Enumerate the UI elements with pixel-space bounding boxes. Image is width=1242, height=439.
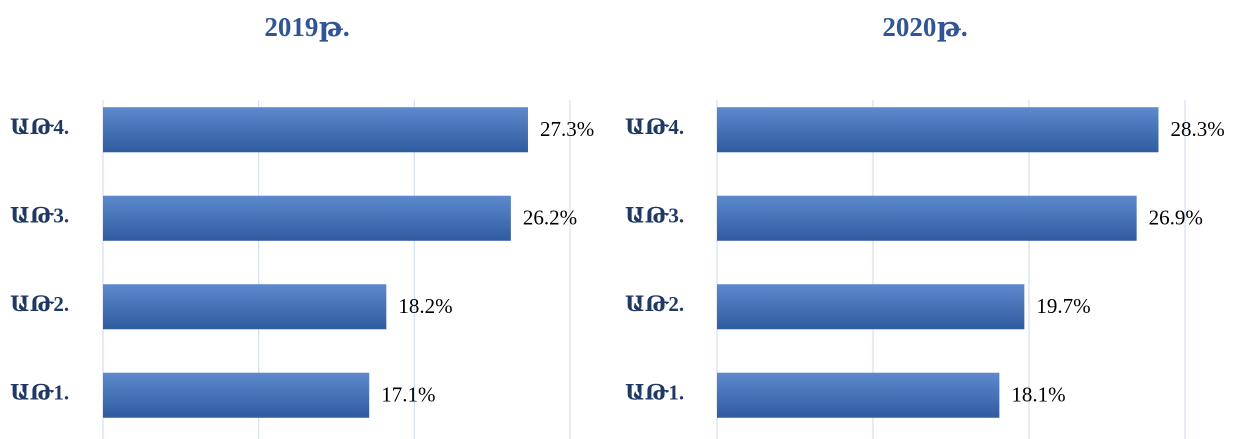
chart-title: 2020թ. [882, 12, 967, 42]
bar-shade [717, 107, 1159, 153]
category-label: ԱԹ2. [625, 292, 684, 316]
category-label: ԱԹ4. [10, 115, 69, 139]
bar-shade [717, 195, 1137, 241]
value-label: 18.2% [398, 294, 452, 318]
category-label: ԱԹ1. [10, 381, 69, 405]
value-label: 26.9% [1149, 206, 1203, 230]
category-label: ԱԹ3. [625, 204, 684, 228]
value-label: 27.3% [540, 117, 594, 141]
value-label: 26.2% [523, 206, 577, 230]
category-label: ԱԹ3. [10, 204, 69, 228]
value-label: 28.3% [1170, 117, 1224, 141]
value-label: 17.1% [381, 383, 435, 407]
chart-title: 2019թ. [264, 12, 349, 42]
value-label: 19.7% [1036, 294, 1090, 318]
category-label: ԱԹ1. [625, 381, 684, 405]
bar-shade [103, 372, 370, 418]
bar-shade [103, 107, 528, 153]
bar-shade [717, 372, 1000, 418]
category-label: ԱԹ2. [10, 292, 69, 316]
category-label: ԱԹ4. [625, 115, 684, 139]
bar-shade [717, 284, 1025, 330]
bar-shade [103, 195, 511, 241]
value-label: 18.1% [1011, 383, 1065, 407]
bar-shade [103, 284, 387, 330]
